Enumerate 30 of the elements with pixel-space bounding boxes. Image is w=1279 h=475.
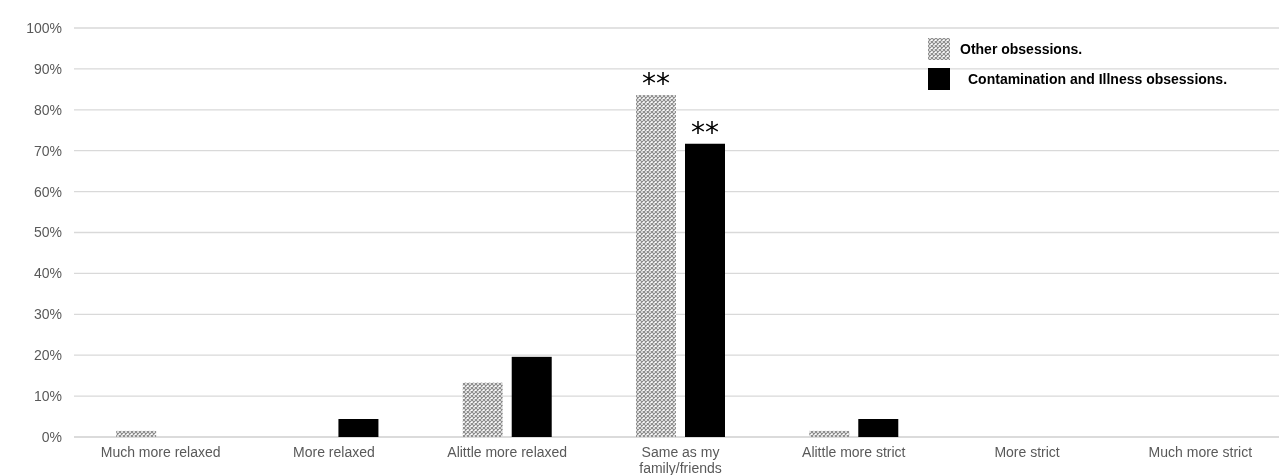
y-tick-label: 10% [33,388,62,404]
legend-label: Other obsessions. [960,40,1083,57]
x-tick-label: Much more relaxed [100,444,221,460]
bar [511,356,552,437]
y-tick-label: 80% [33,101,62,118]
annotation: ** [691,115,719,149]
bar [636,95,676,437]
y-tick-label: 40% [33,265,62,282]
x-tick-label: More relaxed [293,444,375,460]
legend-label: Contamination and Illness obsessions. [968,70,1228,87]
y-tick-label: 60% [33,183,62,200]
x-tick-label: Much more strict [1148,444,1253,460]
y-tick-label: 30% [33,306,62,323]
y-tick-label: 100% [26,19,62,36]
bar [116,430,157,437]
x-tick-label: Alittle more strict [802,444,906,460]
bar [685,143,725,437]
bar [809,430,850,437]
x-tick-label: More strict [994,444,1060,460]
bar [462,382,503,437]
y-tick-label: 0% [41,428,62,445]
x-tick-label: Same as my family/friends [639,444,722,475]
y-tick-label: 50% [33,224,62,241]
bar [338,419,379,437]
x-tick-label: Alittle more relaxed [447,444,568,460]
y-tick-label: 70% [33,142,62,159]
bar [858,419,899,437]
annotation: ** [642,67,670,101]
y-tick-label: 90% [33,60,62,77]
y-tick-label: 20% [33,347,62,364]
